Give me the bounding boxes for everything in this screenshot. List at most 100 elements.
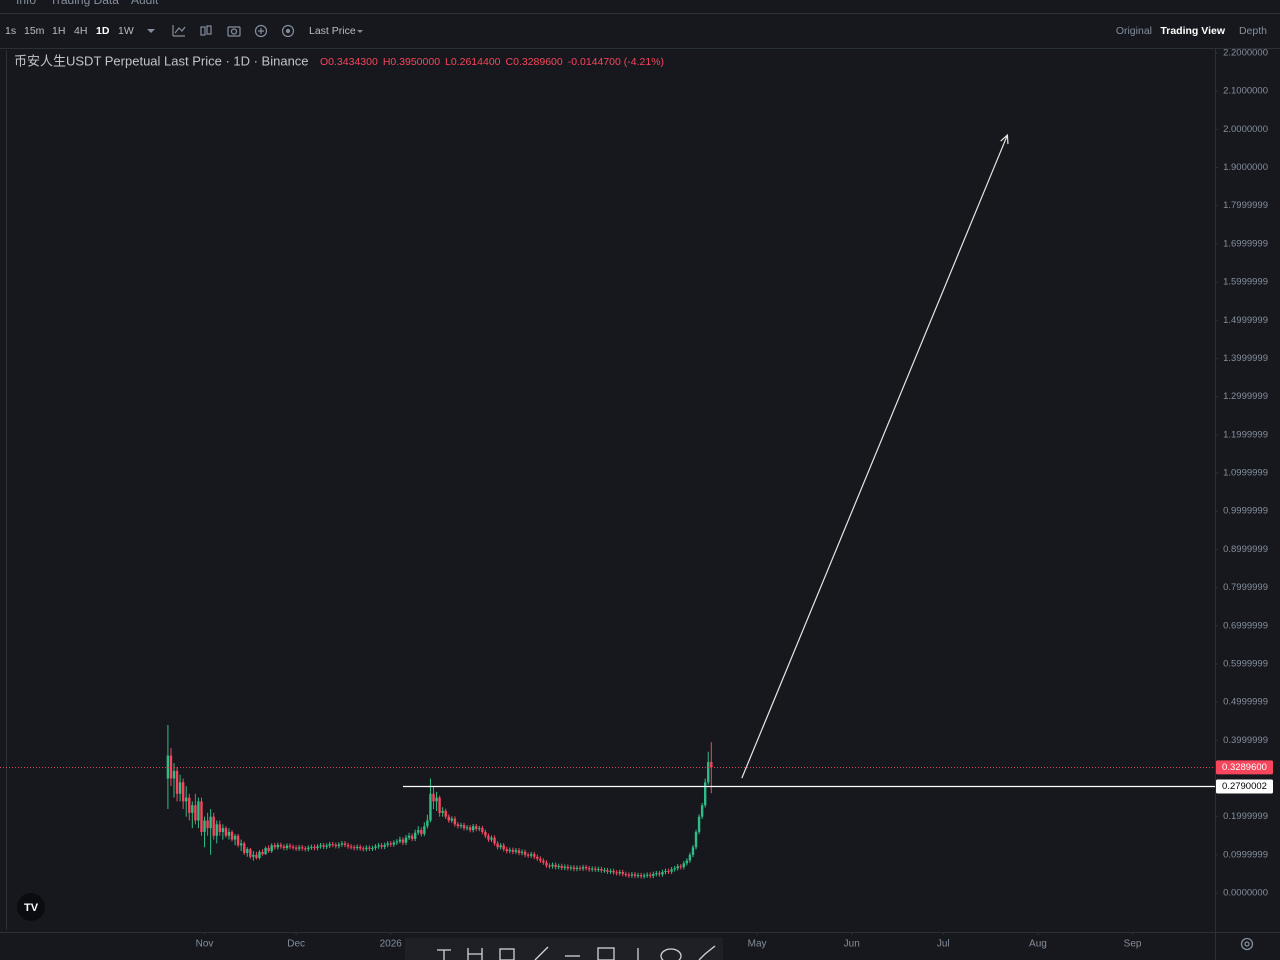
candle-body [633, 874, 637, 876]
candle-body [365, 847, 368, 850]
candle-body [301, 847, 304, 849]
candle-body [282, 846, 286, 848]
candle-body [600, 868, 603, 871]
nav-tab[interactable]: Audit [131, 0, 159, 7]
interval-button[interactable]: 15m [24, 25, 45, 37]
price-type-button[interactable]: Last Price [309, 25, 356, 37]
candle-body [612, 870, 615, 873]
candle-body [288, 845, 292, 847]
candle-body [261, 851, 264, 855]
candle-body [520, 851, 524, 853]
candle-body [468, 827, 472, 831]
candle-body [343, 843, 347, 845]
candle-body [389, 843, 392, 845]
candle-body [652, 873, 655, 876]
candle-body [624, 873, 628, 875]
nav-tab[interactable]: Info [16, 0, 36, 7]
candle-body [664, 870, 667, 873]
candle-body [383, 844, 386, 847]
candle-body [407, 835, 411, 838]
candle-body [319, 845, 322, 847]
interval-button[interactable]: 1W [118, 25, 134, 37]
candle-body [243, 843, 246, 853]
candle-body [645, 874, 649, 876]
interval-button[interactable]: 1D [96, 25, 110, 37]
candle-body [630, 874, 634, 876]
y-tick-label: 1.3999999 [1223, 353, 1268, 364]
candle-body [273, 845, 276, 848]
y-tick-label: 1.1999999 [1223, 429, 1268, 440]
svg-text:TV: TV [24, 902, 39, 914]
nav-tab[interactable]: Trading Data [50, 0, 119, 7]
candle-body [581, 867, 585, 869]
candle-body [310, 846, 313, 848]
candle-body [609, 870, 612, 872]
candle-body [246, 849, 249, 853]
candle-body [441, 810, 444, 813]
settings-icon[interactable] [1240, 937, 1254, 951]
candle-body [533, 854, 536, 857]
y-tick-label: 0.3999999 [1223, 735, 1268, 746]
candle-body [206, 820, 209, 829]
y-tick-label: 1.0999999 [1223, 468, 1268, 479]
candle-body [584, 867, 588, 869]
candle-body [591, 868, 594, 870]
horizontal-line-label: 0.2790002 [1222, 781, 1267, 792]
candle-body [181, 782, 185, 802]
x-tick-label: May [748, 939, 767, 950]
drawing-toolbar [405, 938, 723, 960]
candle-body [502, 845, 505, 850]
candle-body [560, 865, 563, 868]
candle-body [505, 849, 508, 852]
candle-body [481, 828, 484, 832]
ohlc-legend: C0.3289600 [506, 56, 563, 68]
candle-body [236, 835, 240, 846]
y-tick-label: 0.0000000 [1223, 888, 1268, 899]
candle-body [313, 846, 316, 848]
interval-button[interactable]: 1s [5, 25, 16, 37]
last-price-label: 0.3289600 [1222, 762, 1267, 773]
candle-body [359, 846, 362, 849]
candle-body [194, 805, 197, 821]
candle-body [334, 844, 338, 847]
interval-button[interactable]: 1H [52, 25, 65, 37]
arrow-head [1000, 133, 1009, 145]
candle-body [496, 843, 499, 848]
chart-title: 币安人生USDT Perpetual Last Price · 1D · Bin… [14, 53, 309, 68]
candle-body [548, 865, 551, 867]
arrow-line [741, 134, 1008, 779]
candle-body [545, 862, 548, 866]
logo: TV [17, 893, 45, 921]
candle-body [456, 824, 460, 827]
candle-body [655, 873, 658, 875]
candle-body [649, 874, 652, 876]
candle-body [410, 835, 414, 839]
candle-body [426, 820, 429, 827]
view-tab[interactable]: Trading View [1160, 25, 1225, 37]
view-tab[interactable]: Depth [1239, 25, 1267, 37]
candle-body [328, 844, 331, 846]
candle-body [285, 845, 289, 848]
candle-body [594, 868, 597, 870]
candle-body [172, 770, 176, 779]
view-tab[interactable]: Original [1116, 25, 1152, 37]
candle-body [221, 828, 225, 832]
y-tick-label: 0.5999999 [1223, 658, 1268, 669]
candle-body [490, 837, 493, 840]
candle-body [325, 845, 328, 847]
candle-body [618, 872, 621, 874]
candle-body [349, 846, 353, 848]
candle-body [435, 797, 438, 802]
candle-body [316, 846, 319, 848]
candle-body [667, 870, 670, 872]
horizontal-line-box [1216, 779, 1273, 794]
candle-body [697, 816, 701, 832]
interval-button[interactable]: 4H [74, 25, 87, 37]
candle-body [679, 866, 682, 868]
x-tick-label: Aug [1029, 939, 1047, 950]
y-tick-label: 2.0000000 [1223, 124, 1268, 135]
y-tick-label: 1.7999999 [1223, 200, 1268, 211]
candle-body [239, 843, 243, 846]
